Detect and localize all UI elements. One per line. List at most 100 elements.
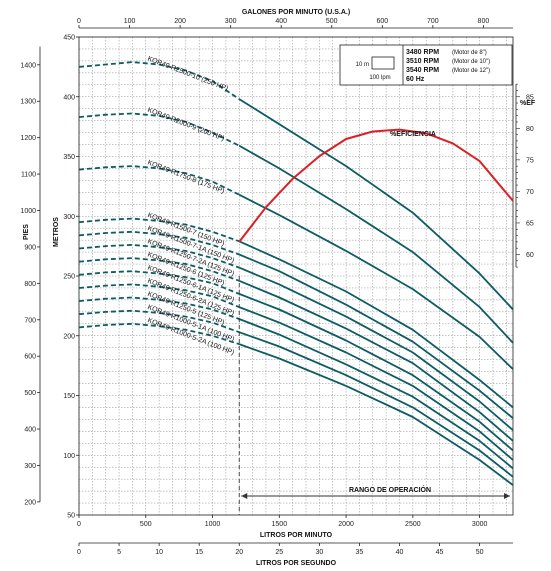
pump-curve-dashed (78, 322, 240, 345)
pump-curve-solid (238, 318, 514, 470)
efficiency-axis-tick-label: 70 (526, 189, 534, 196)
efficiency-axis-tick-label: 80 (526, 126, 534, 133)
metros-axis-tick-label: 150 (63, 393, 75, 400)
pump-curve-solid (238, 266, 514, 431)
top-axis-tick-label: 0 (77, 18, 81, 25)
top-axis-tick-label: 600 (376, 18, 388, 25)
bottom-axis2-tick-label: 35 (356, 549, 364, 556)
legend-rpm: 60 Hz (406, 76, 425, 83)
pump-curve-dashed (78, 61, 240, 100)
bottom-axis-tick-label: 3000 (472, 521, 488, 528)
legend-rpm: 3480 RPM (406, 49, 439, 56)
pump-curve-solid (238, 293, 514, 452)
bottom-axis2-tick-label: 15 (195, 549, 203, 556)
pies-axis-tick-label: 300 (24, 463, 36, 470)
efficiency-axis-tick-label: 85 (526, 94, 534, 101)
bottom-axis2-tick-label: 10 (155, 549, 163, 556)
top-axis-tick-label: 800 (478, 18, 490, 25)
bottom-axis2-tick-label: 0 (77, 549, 81, 556)
operation-range-label: RANGO DE OPERACIÓN (349, 485, 431, 494)
bottom-axis-label: LITROS POR MINUTO (260, 532, 333, 539)
pies-axis-label: PIES (23, 224, 30, 240)
bottom-axis2-tick-label: 40 (396, 549, 404, 556)
pies-axis-tick-label: 1400 (20, 62, 36, 69)
legend-rpm: 3540 RPM (406, 67, 439, 74)
legend-box (339, 44, 513, 86)
pump-curve-solid (238, 343, 514, 486)
pump-curve-solid (238, 279, 514, 442)
metros-axis-tick-label: 350 (63, 154, 75, 161)
pump-curve-label: KOR40 R1750-8 (175 HP) (146, 159, 225, 195)
metros-axis-tick-label: 450 (63, 35, 75, 42)
bottom-axis-tick-label: 0 (77, 521, 81, 528)
top-axis-tick-label: 100 (124, 18, 136, 25)
legend-motor: (Motor de 12") (452, 68, 490, 74)
efficiency-axis-tick-label: 75 (526, 157, 534, 164)
pump-curve-solid (238, 193, 514, 370)
operation-range-arrowhead-left (241, 493, 248, 499)
top-axis-tick-label: 200 (174, 18, 186, 25)
pies-axis-tick-label: 1000 (20, 208, 36, 215)
pump-curve-dashed (78, 283, 240, 308)
pump-curve-solid (238, 253, 514, 419)
pies-axis-tick-label: 1200 (20, 135, 36, 142)
pump-curve-dashed (78, 244, 240, 269)
top-axis-tick-label: 500 (326, 18, 338, 25)
pump-curve-dashed (78, 230, 240, 256)
efficiency-axis-tick-label: 60 (526, 252, 534, 259)
efficiency-axis-label: %EF (520, 100, 536, 107)
efficiency-axis-tick-label: 65 (526, 220, 534, 227)
top-axis-tick-label: 400 (275, 18, 287, 25)
metros-axis-tick-label: 250 (63, 274, 75, 281)
bottom-axis2-tick-label: 30 (315, 549, 323, 556)
metros-axis-tick-label: 50 (67, 513, 75, 520)
top-axis-tick-label: 300 (225, 18, 237, 25)
legend-rpm: 3510 RPM (406, 58, 439, 65)
bottom-axis2-label: LITROS POR SEGUNDO (256, 560, 337, 567)
operation-range-arrowhead-right (504, 493, 510, 499)
metros-axis-tick-label: 100 (63, 453, 75, 460)
pies-axis-tick-label: 900 (24, 244, 36, 251)
pump-curve-solid (238, 331, 514, 478)
pies-axis-tick-label: 700 (24, 317, 36, 324)
pies-axis-tick-label: 200 (24, 499, 36, 506)
pump-curve-dashed (78, 257, 240, 282)
bottom-axis-tick-label: 2500 (405, 521, 421, 528)
legend-scale-horizontal: 100 lpm (369, 75, 390, 81)
metros-axis-tick-label: 400 (63, 94, 75, 101)
pies-axis-tick-label: 1100 (21, 172, 36, 179)
legend-motor: (Motor de 10") (452, 59, 490, 65)
pump-curve-dashed (78, 296, 240, 320)
pump-curve-dashed (78, 270, 240, 295)
pies-axis-tick-label: 500 (24, 390, 36, 397)
pies-axis-tick-label: 1300 (20, 99, 36, 106)
bottom-axis-tick-label: 1000 (205, 521, 221, 528)
pump-curve-solid (238, 240, 514, 409)
legend-scale-vertical: 10 m (356, 62, 369, 68)
bottom-axis-tick-label: 500 (140, 521, 152, 528)
legend-scale-box (371, 56, 395, 70)
efficiency-curve (238, 128, 514, 243)
top-axis-label: GALONES POR MINUTO (U.S.A.) (242, 9, 350, 16)
metros-axis-label: METROS (53, 217, 60, 247)
bottom-axis2-tick-label: 50 (476, 549, 484, 556)
bottom-axis2-tick-label: 25 (275, 549, 283, 556)
pies-axis-tick-label: 800 (24, 281, 36, 288)
bottom-axis-tick-label: 1500 (272, 521, 288, 528)
pump-curve-dashed (78, 112, 240, 147)
bottom-axis2-tick-label: 5 (117, 549, 121, 556)
bottom-axis-tick-label: 2000 (338, 521, 354, 528)
pump-curve-dashed (78, 309, 240, 334)
legend-motor: (Motor de 8") (452, 50, 487, 56)
top-axis-tick-label: 700 (427, 18, 439, 25)
bottom-axis2-tick-label: 20 (235, 549, 243, 556)
pies-axis-tick-label: 400 (24, 427, 36, 434)
pump-curve-solid (238, 98, 514, 311)
pump-curve-solid (238, 306, 514, 461)
pies-axis-tick-label: 600 (24, 354, 36, 361)
bottom-axis2-tick-label: 45 (436, 549, 444, 556)
metros-axis-tick-label: 200 (63, 333, 75, 340)
pump-curve-dashed (78, 217, 240, 243)
efficiency-curve-label: %EFICIENCIA (390, 131, 436, 138)
